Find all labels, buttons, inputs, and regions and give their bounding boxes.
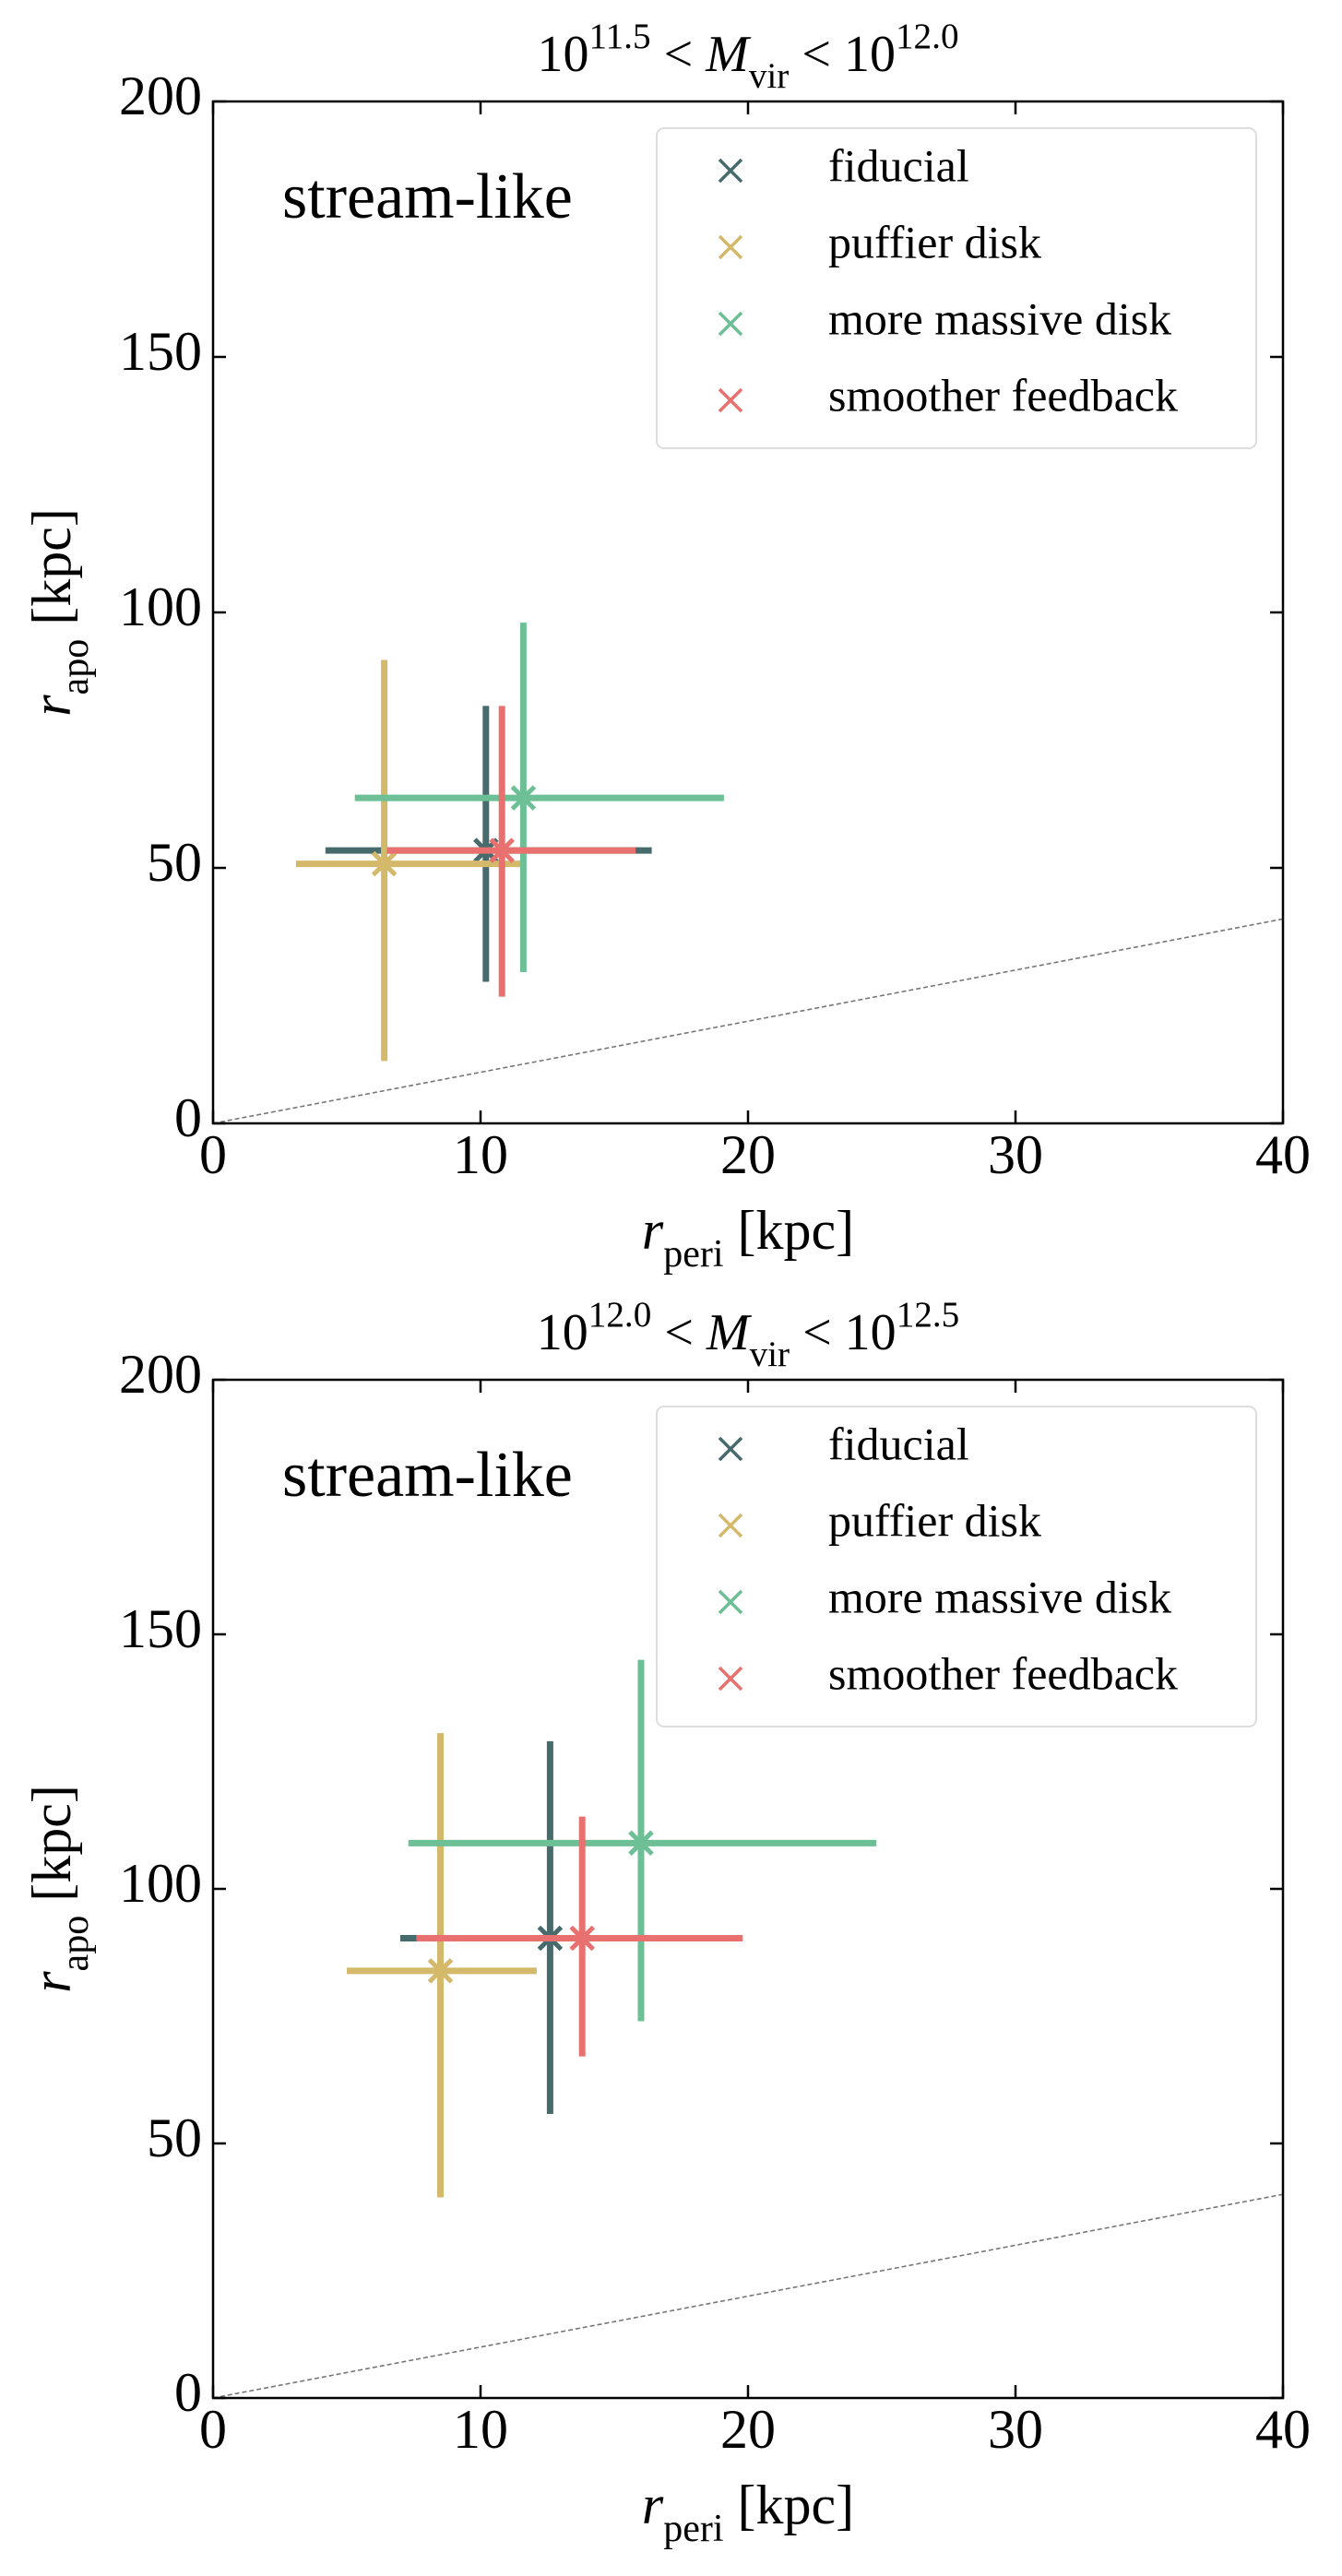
legend-label: puffier disk — [828, 1494, 1041, 1546]
y-tick-label: 0 — [174, 2362, 202, 2423]
x-tick-label: 40 — [1255, 1124, 1311, 1185]
legend-label: smoother feedback — [828, 369, 1178, 421]
legend-marker — [718, 1666, 743, 1692]
x-tick-label: 20 — [720, 2399, 776, 2460]
plot-frame — [211, 1378, 1285, 2400]
x-tick-label: 10 — [453, 2399, 508, 2460]
x-axis-label-part: peri — [663, 1233, 723, 1276]
x-axis-label-part: [kpc] — [724, 2475, 855, 2535]
legend-marker — [718, 387, 743, 413]
legend-marker — [718, 1513, 743, 1538]
y-tick-label: 100 — [119, 576, 202, 637]
legend-label: fiducial — [828, 139, 969, 191]
x-tick-label: 40 — [1255, 2399, 1311, 2460]
x-axis-label: rperi [kpc] — [642, 1200, 854, 1276]
y-tick-label: 150 — [119, 1598, 202, 1659]
legend-marker — [718, 234, 743, 260]
legend-marker — [718, 311, 743, 337]
x-tick-label: 0 — [199, 1124, 227, 1185]
chart-title-part: 11.5 — [588, 17, 650, 56]
annotation: stream-like — [282, 161, 573, 232]
legend-box — [656, 1406, 1257, 1727]
legend-label: puffier disk — [828, 216, 1041, 267]
y-tick-label: 150 — [119, 321, 202, 382]
chart-title-part: < 10 — [790, 1304, 897, 1361]
legend-label: more massive disk — [828, 292, 1171, 344]
y-tick-label: 200 — [119, 1344, 202, 1405]
annotation: stream-like — [282, 1440, 573, 1511]
legend-box — [656, 127, 1257, 449]
x-axis-label: rperi [kpc] — [642, 2475, 854, 2550]
chart-title-part: M — [705, 26, 752, 83]
y-tick-label: 200 — [119, 65, 202, 126]
x-axis-label-part: r — [642, 2475, 664, 2535]
chart-title: 1012.0 < Mvir < 1012.5 — [537, 1295, 960, 1374]
legend-marker — [718, 1589, 743, 1615]
y-tick-label: 50 — [147, 832, 202, 893]
marker — [569, 1925, 595, 1952]
chart-title-part: vir — [749, 56, 790, 96]
y-axis-label-part: apo — [54, 1916, 97, 1972]
x-tick-label: 0 — [199, 2399, 227, 2460]
y-tick-label: 50 — [147, 2107, 202, 2168]
y-axis-label: rapo [kpc] — [21, 508, 97, 717]
x-axis-label-part: peri — [663, 2508, 723, 2550]
chart-title-part: 12.0 — [896, 17, 959, 56]
legend-label: fiducial — [828, 1418, 969, 1469]
x-axis-label-part: [kpc] — [724, 1200, 855, 1261]
y-axis-label-part: apo — [54, 639, 97, 695]
marker — [510, 785, 537, 811]
reference-line — [212, 918, 1284, 1124]
x-tick-label: 30 — [988, 2399, 1043, 2460]
y-tick-label: 100 — [119, 1853, 202, 1914]
chart-title: 1011.5 < Mvir < 1012.0 — [537, 17, 958, 96]
chart-title-part: 12.0 — [588, 1295, 652, 1335]
chart-title-part: vir — [750, 1335, 790, 1374]
y-axis-label-part: r — [21, 1971, 82, 1993]
x-tick-label: 10 — [453, 1124, 508, 1185]
legend-label: more massive disk — [828, 1571, 1171, 1622]
plot-frame — [211, 100, 1285, 1125]
chart-title-part: M — [706, 1304, 753, 1361]
legend-marker — [718, 1436, 743, 1462]
x-axis-label-part: r — [642, 1200, 664, 1261]
x-tick-label: 30 — [988, 1124, 1043, 1185]
legend-marker — [718, 158, 743, 184]
y-axis-label-part: [kpc] — [21, 508, 82, 639]
legend-label: smoother feedback — [828, 1647, 1178, 1699]
marker — [489, 837, 515, 863]
chart-title-part: 10 — [537, 1304, 588, 1361]
y-tick-label: 0 — [174, 1087, 202, 1148]
reference-line — [212, 2193, 1284, 2399]
y-axis-label-part: r — [21, 694, 82, 717]
chart-title-part: < — [651, 26, 707, 83]
chart-title-part: < — [651, 1304, 707, 1361]
marker — [628, 1830, 654, 1857]
marker — [371, 850, 398, 877]
chart-title-part: 12.5 — [897, 1295, 960, 1335]
y-axis-label-part: [kpc] — [21, 1785, 82, 1916]
marker — [427, 1958, 454, 1984]
chart-title-part: < 10 — [789, 26, 896, 83]
y-axis-label: rapo [kpc] — [21, 1785, 97, 1993]
x-tick-label: 20 — [720, 1124, 776, 1185]
chart-title-part: 10 — [537, 26, 588, 83]
